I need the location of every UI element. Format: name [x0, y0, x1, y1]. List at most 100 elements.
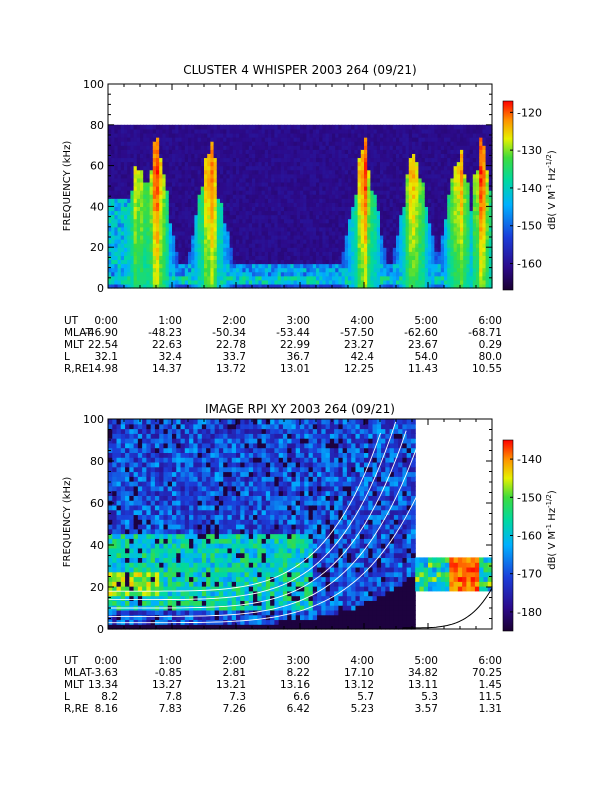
- spectrogram-cell: [172, 177, 176, 183]
- spectrogram-cell: [168, 169, 173, 175]
- spectrogram-cell: [332, 239, 336, 244]
- spectrogram-cell: [309, 226, 314, 232]
- spectrogram-cell: [415, 239, 419, 244]
- panel-1-ephemeris: UT 0:00 1:00 2:00 3:00 4:00 5:00 6:00MLAT-46.90…: [64, 315, 502, 375]
- spectrogram-cell: [136, 132, 141, 138]
- spectrogram-cell: [172, 283, 176, 289]
- spectrogram-cell: [306, 279, 311, 285]
- spectrogram-cell: [469, 283, 474, 289]
- spectrogram-cell: [351, 202, 355, 207]
- spectrogram-cell: [418, 222, 423, 228]
- spectrogram-cell: [200, 177, 205, 183]
- spectrogram-cell: [108, 614, 113, 621]
- spectrogram-cell: [392, 218, 397, 224]
- spectrogram-cell: [402, 279, 407, 285]
- spectrogram-cell: [408, 230, 413, 236]
- spectrogram-cell: [290, 173, 295, 179]
- spectrogram-cell: [322, 234, 327, 240]
- spectrogram-cell: [418, 226, 423, 232]
- spectrogram-cell: [453, 243, 458, 248]
- spectrogram-cell: [156, 177, 160, 183]
- spectrogram-cell: [424, 202, 429, 207]
- spectrogram-cell: [140, 149, 144, 154]
- spectrogram-cell: [392, 186, 397, 191]
- spectrogram-cell: [133, 128, 138, 134]
- spectrogram-cell: [450, 279, 455, 285]
- spectrogram-cell: [412, 145, 416, 150]
- spectrogram-cell: [168, 186, 173, 191]
- spectrogram-cell: [223, 210, 227, 216]
- spectrogram-cell: [316, 181, 320, 187]
- spectrogram-cell: [120, 137, 125, 142]
- spectrogram-cell: [431, 177, 435, 183]
- spectrogram-cell: [460, 247, 464, 252]
- spectrogram-cell: [424, 190, 429, 195]
- spectrogram-cell: [316, 239, 320, 244]
- spectrogram-cell: [165, 169, 170, 175]
- spectrogram-cell: [418, 214, 423, 220]
- spectrogram-cell: [460, 177, 464, 183]
- spectrogram-cell: [181, 243, 186, 248]
- spectrogram-cell: [229, 206, 234, 212]
- spectrogram-cell: [172, 128, 176, 134]
- spectrogram-cell: [434, 153, 439, 159]
- spectrogram-cell: [159, 259, 163, 265]
- spectrogram-cell: [111, 145, 115, 150]
- spectrogram-cell: [146, 141, 151, 146]
- spectrogram-cell: [277, 190, 282, 195]
- spectrogram-cell: [341, 181, 346, 187]
- spectrogram-cell: [357, 190, 362, 195]
- spectrogram-cell: [168, 181, 173, 187]
- spectrogram-cell: [207, 198, 211, 203]
- spectrogram-cell: [434, 271, 439, 277]
- spectrogram-cell: [399, 243, 403, 248]
- spectrogram-cell: [120, 190, 125, 195]
- spectrogram-cell: [341, 283, 346, 289]
- spectrogram-cell: [296, 161, 301, 167]
- spectrogram-cell: [338, 283, 343, 289]
- spectrogram-cell: [229, 132, 234, 138]
- spectrogram-cell: [444, 141, 448, 146]
- spectrogram-cell: [268, 149, 272, 154]
- spectrogram-cell: [405, 271, 410, 277]
- spectrogram-cell: [120, 283, 125, 289]
- spectrogram-cell: [447, 222, 451, 228]
- spectrogram-cell: [357, 271, 362, 277]
- spectrogram-cell: [431, 279, 435, 285]
- spectrogram-cell: [386, 145, 391, 150]
- spectrogram-cell: [450, 263, 455, 269]
- spectrogram-cell: [127, 259, 131, 265]
- spectrogram-cell: [258, 128, 263, 134]
- spectrogram-cell: [213, 124, 218, 130]
- spectrogram-cell: [319, 141, 323, 146]
- spectrogram-cell: [264, 279, 269, 285]
- spectrogram-cell: [306, 218, 311, 224]
- spectrogram-cell: [322, 226, 327, 232]
- spectrogram-cell: [376, 202, 381, 207]
- spectrogram-cell: [463, 210, 467, 216]
- spectrogram-cell: [268, 132, 272, 138]
- spectrogram-cell: [274, 243, 279, 248]
- spectrogram-cell: [197, 263, 202, 269]
- spectrogram-cell: [194, 153, 199, 159]
- spectrogram-cell: [213, 226, 218, 232]
- spectrogram-cell: [303, 247, 307, 252]
- spectrogram-cell: [232, 267, 237, 273]
- spectrogram-cell: [172, 210, 176, 216]
- spectrogram-cell: [408, 190, 413, 195]
- spectrogram-cell: [399, 214, 403, 220]
- spectrogram-cell: [389, 202, 394, 207]
- spectrogram-cell: [357, 206, 362, 212]
- spectrogram-cell: [322, 198, 327, 203]
- spectrogram-cell: [207, 263, 211, 269]
- spectrogram-cell: [396, 202, 400, 207]
- spectrogram-cell: [124, 275, 128, 281]
- spectrogram-cell: [133, 149, 138, 154]
- spectrogram-cell: [261, 157, 266, 163]
- spectrogram-cell: [328, 165, 333, 171]
- spectrogram-cell: [188, 222, 192, 228]
- spectrogram-cell: [373, 186, 378, 191]
- spectrogram-cell: [159, 165, 163, 171]
- spectrogram-cell: [152, 161, 157, 167]
- spectrogram-cell: [152, 141, 157, 146]
